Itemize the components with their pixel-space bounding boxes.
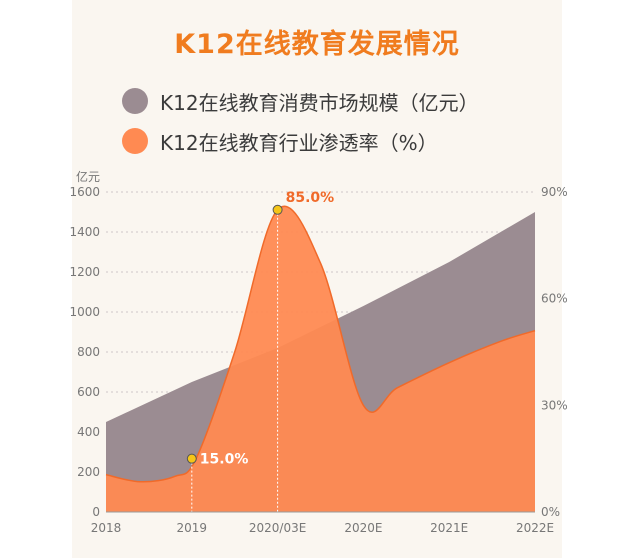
y-left-tick-label: 200 — [77, 465, 100, 479]
x-tick-label: 2022E — [516, 521, 554, 535]
annotation-point — [272, 204, 283, 215]
annotation-label: 15.0% — [200, 452, 249, 468]
y-right-tick-label: 60% — [541, 292, 568, 306]
y-left-tick-label: 400 — [77, 425, 100, 439]
legend-swatch-market-size — [122, 88, 148, 114]
y-left-tick-label: 0 — [92, 505, 100, 519]
legend-label-penetration: K12在线教育行业渗透率（%） — [160, 130, 438, 155]
y-left-tick-label: 1000 — [69, 305, 100, 319]
annotation-point — [186, 453, 197, 464]
guide-lines — [191, 209, 279, 512]
x-tick-label: 2018 — [91, 521, 122, 535]
x-tick-label: 2020E — [344, 521, 382, 535]
y-right-tick-label: 90% — [541, 185, 568, 199]
x-tick-label: 2020/03E — [249, 521, 306, 535]
x-tick-label: 2019 — [177, 521, 208, 535]
axes: 0 200 400 600 800 1000 1200 1400 1600 0% 30% 60% 90%… — [69, 185, 567, 535]
area-series — [105, 205, 536, 512]
legend-item-market-size: K12在线教育消费市场规模（亿元） — [122, 86, 479, 116]
y-left-tick-label: 800 — [77, 345, 100, 359]
y-right-tick-label: 30% — [541, 398, 568, 412]
annotations: 15.0% 85.0% — [186, 190, 335, 468]
y-left-unit-label: 亿元 — [76, 169, 100, 184]
legend-label-market-size: K12在线教育消费市场规模（亿元） — [160, 90, 479, 115]
y-right-tick-label: 0% — [541, 505, 560, 519]
y-left-tick-label: 1400 — [69, 225, 100, 239]
x-tick-label: 2021E — [430, 521, 468, 535]
legend-item-penetration: K12在线教育行业渗透率（%） — [122, 126, 438, 156]
chart-title: K12在线教育发展情况 — [174, 29, 460, 60]
y-left-tick-label: 1600 — [69, 185, 100, 199]
y-left-tick-label: 1200 — [69, 265, 100, 279]
y-left-tick-label: 600 — [77, 385, 100, 399]
legend-swatch-penetration — [122, 128, 148, 154]
annotation-label: 85.0% — [286, 190, 335, 206]
line-penetration — [105, 205, 536, 483]
area-penetration — [106, 206, 535, 512]
